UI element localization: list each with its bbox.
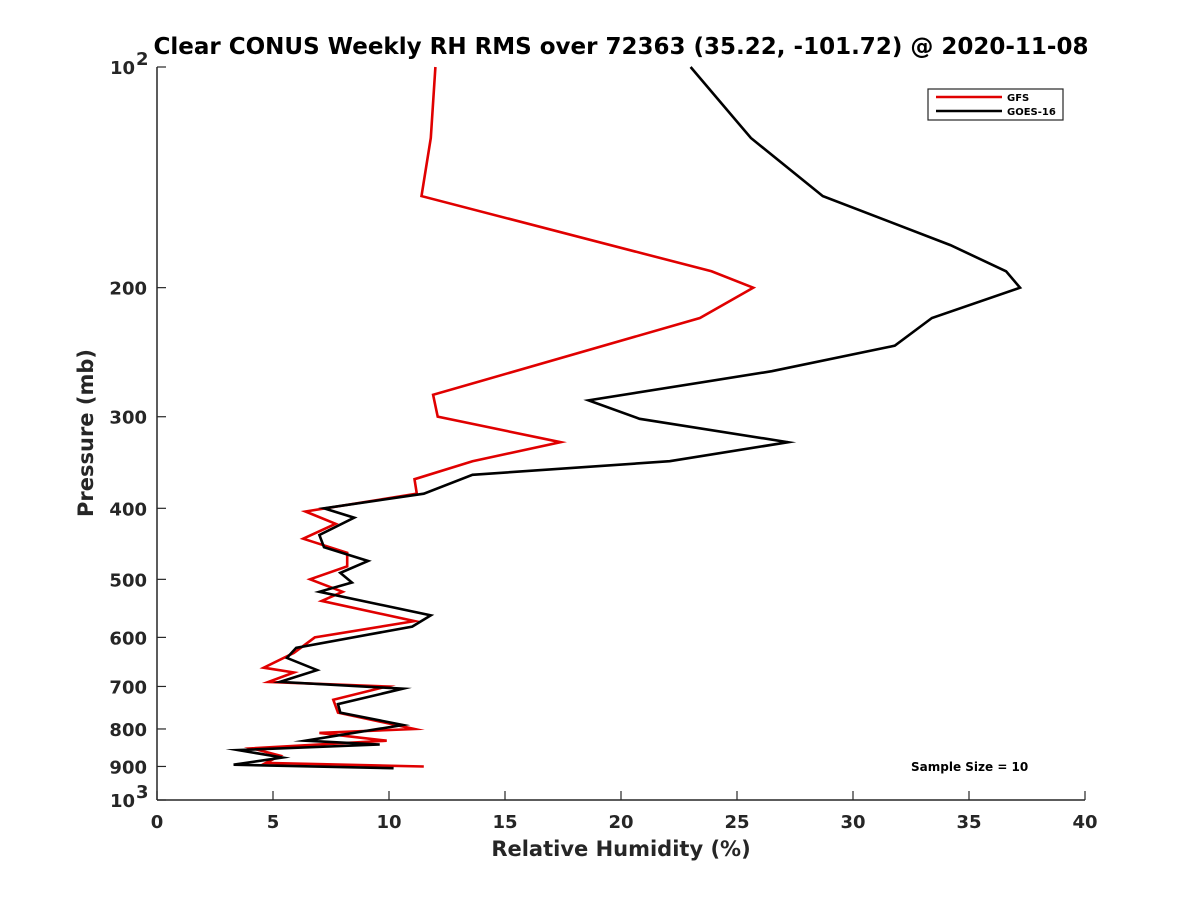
x-tick-label: 20: [608, 812, 633, 833]
y-tick-label: 10: [110, 58, 135, 79]
y-axis-label: Pressure (mb): [74, 349, 98, 517]
y-tick-label: 200: [109, 279, 147, 300]
x-tick-label: 5: [267, 812, 280, 833]
x-axis-label: Relative Humidity (%): [491, 837, 750, 861]
sample-size-annotation: Sample Size = 10: [911, 760, 1028, 774]
legend-box: [927, 88, 1064, 121]
y-tick-label: 700: [109, 677, 147, 698]
x-tick-label: 30: [840, 812, 865, 833]
x-tick-label: 10: [376, 812, 401, 833]
x-tick-label: 25: [724, 812, 749, 833]
series-line-gfs: [243, 66, 757, 768]
y-tick-label: 800: [109, 720, 147, 741]
series-group: [225, 66, 1023, 770]
y-tick-exponent: 3: [136, 782, 149, 803]
x-ticks: 0 5 10 15 20 25 30 35 40: [151, 791, 1098, 833]
legend: GFS GOES-16: [927, 88, 1064, 121]
x-tick-label: 15: [492, 812, 517, 833]
y-tick-label: 500: [109, 570, 147, 591]
x-tick-label: 0: [151, 812, 164, 833]
x-tick-label: 35: [956, 812, 981, 833]
legend-label-goes16: GOES-16: [1007, 107, 1056, 118]
y-tick-label: 900: [109, 757, 147, 778]
y-tick-label: 600: [109, 628, 147, 649]
y-tick-label: 400: [109, 499, 147, 520]
series-line-goes16: [225, 66, 1023, 770]
legend-label-gfs: GFS: [1007, 93, 1029, 104]
y-tick-label: 10: [110, 791, 135, 812]
x-tick-label: 40: [1072, 812, 1097, 833]
chart-title: Clear CONUS Weekly RH RMS over 72363 (35…: [154, 34, 1089, 60]
y-tick-label: 300: [109, 408, 147, 429]
y-tick-exponent: 2: [136, 49, 149, 70]
